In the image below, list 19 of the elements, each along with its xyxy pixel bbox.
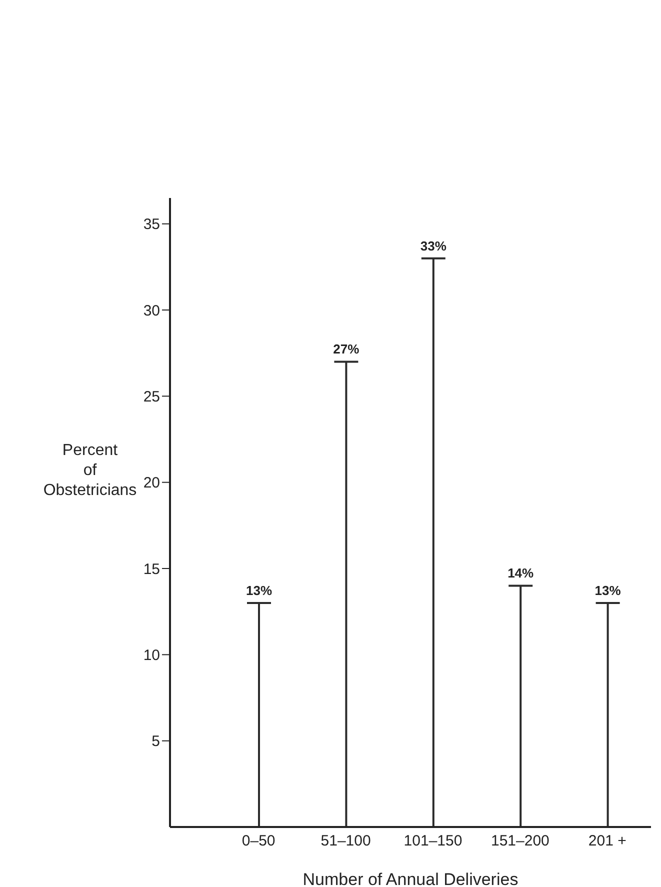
- y-tick-label: 35: [143, 216, 160, 234]
- x-tick-label: 151–200: [490, 832, 550, 850]
- y-tick-label: 30: [143, 302, 160, 320]
- data-label: 27%: [333, 342, 360, 357]
- x-tick-label: 201 +: [588, 832, 627, 850]
- data-label: 33%: [420, 238, 447, 254]
- y-tick-label: 25: [143, 388, 160, 406]
- y-tick-label: 20: [143, 474, 160, 492]
- y-axis-title: Percent of Obstetricians: [43, 442, 137, 499]
- x-tick-label: 51–100: [320, 832, 371, 850]
- x-tick-label: 101–150: [404, 832, 462, 850]
- data-label: 13%: [594, 582, 622, 598]
- data-label: 14%: [508, 566, 534, 581]
- y-tick-label: 10: [143, 646, 160, 664]
- x-axis-title: Number of Annual Deliveries: [302, 870, 518, 887]
- y-tick-label: 5: [152, 733, 160, 750]
- x-tick-label: 0–50: [242, 832, 276, 850]
- data-label: 13%: [246, 582, 272, 598]
- y-tick-label: 15: [143, 560, 160, 578]
